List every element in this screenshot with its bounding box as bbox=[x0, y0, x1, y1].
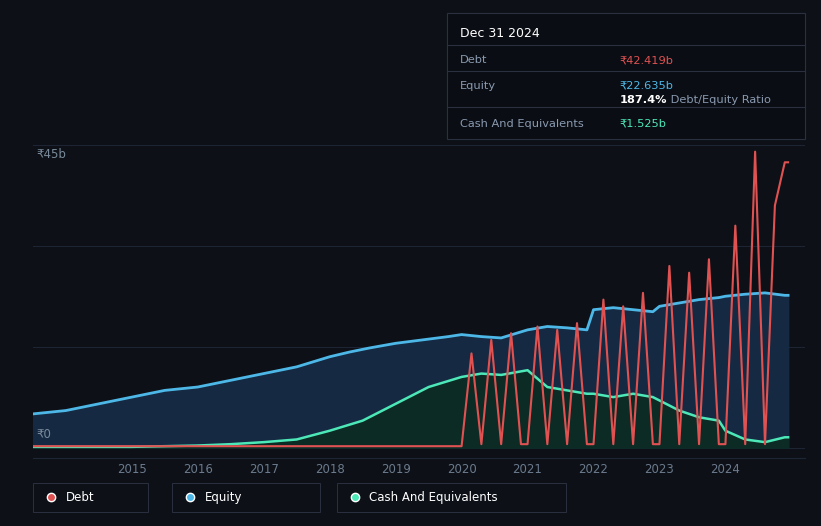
Text: ₹42.419b: ₹42.419b bbox=[620, 55, 674, 66]
Text: ₹0: ₹0 bbox=[36, 428, 51, 441]
Text: Debt: Debt bbox=[460, 55, 487, 66]
Text: Debt: Debt bbox=[66, 491, 94, 503]
Text: Cash And Equivalents: Cash And Equivalents bbox=[460, 118, 584, 129]
Text: ₹22.635b: ₹22.635b bbox=[620, 80, 674, 91]
Text: ₹45b: ₹45b bbox=[36, 148, 66, 161]
Text: Equity: Equity bbox=[460, 80, 496, 91]
Text: 187.4%: 187.4% bbox=[620, 95, 667, 105]
Text: Debt/Equity Ratio: Debt/Equity Ratio bbox=[667, 95, 772, 105]
Text: ₹1.525b: ₹1.525b bbox=[620, 118, 667, 129]
Text: Dec 31 2024: Dec 31 2024 bbox=[460, 27, 539, 39]
Text: Cash And Equivalents: Cash And Equivalents bbox=[369, 491, 498, 503]
Text: Equity: Equity bbox=[205, 491, 243, 503]
